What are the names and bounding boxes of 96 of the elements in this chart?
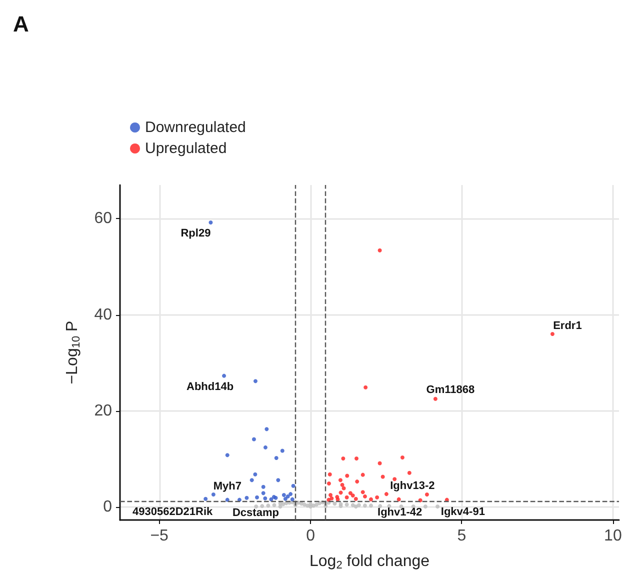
point xyxy=(253,379,258,384)
point xyxy=(211,492,216,497)
point xyxy=(266,504,270,508)
point xyxy=(348,491,352,496)
point xyxy=(550,332,554,336)
y-axis-title: −Log10 P xyxy=(64,320,82,384)
point xyxy=(252,437,256,442)
point xyxy=(308,502,313,506)
point xyxy=(286,494,290,498)
point xyxy=(278,504,282,509)
legend-label: Downregulated xyxy=(145,119,246,136)
annotation: Gm11868 xyxy=(426,384,475,396)
point xyxy=(291,484,296,488)
point xyxy=(364,385,368,390)
point xyxy=(250,478,254,482)
point xyxy=(280,448,284,453)
point xyxy=(362,504,367,508)
point xyxy=(208,220,213,224)
point xyxy=(255,495,259,500)
point xyxy=(362,494,367,498)
point xyxy=(288,492,293,496)
legend-label: Upregulated xyxy=(145,140,227,157)
x-tick-label: 5 xyxy=(457,528,466,544)
point xyxy=(272,503,276,508)
annotation: Abhd14b xyxy=(186,380,234,393)
point xyxy=(378,461,382,466)
point xyxy=(264,427,269,432)
point xyxy=(436,504,440,509)
x-tick-label: 0 xyxy=(306,528,316,544)
point xyxy=(269,497,274,502)
point xyxy=(360,490,365,494)
y-tick-label: 40 xyxy=(94,306,112,324)
point xyxy=(345,474,350,478)
point xyxy=(341,456,346,460)
point xyxy=(423,504,428,509)
x-tick-label: −5 xyxy=(150,528,169,544)
point xyxy=(384,492,388,496)
point xyxy=(336,497,340,502)
point xyxy=(332,502,337,506)
point xyxy=(396,497,401,502)
point xyxy=(314,502,319,507)
point xyxy=(274,456,278,460)
point xyxy=(380,474,385,479)
y-tick-label: 0 xyxy=(103,498,112,516)
y-tick-label: 60 xyxy=(94,210,112,228)
point xyxy=(253,472,258,476)
point xyxy=(222,374,226,378)
point xyxy=(261,491,266,496)
x-tick-label: 10 xyxy=(604,528,622,544)
point xyxy=(354,456,358,460)
point xyxy=(340,482,344,487)
point xyxy=(326,481,331,486)
y-tick-label: 20 xyxy=(94,402,112,420)
point xyxy=(400,456,404,460)
point xyxy=(328,472,332,476)
point xyxy=(244,496,249,500)
chart-title: A xyxy=(13,12,29,36)
point xyxy=(369,497,374,502)
point xyxy=(407,470,412,475)
point xyxy=(282,493,286,498)
point xyxy=(328,493,332,498)
point xyxy=(338,478,342,482)
point xyxy=(344,502,349,507)
point xyxy=(356,503,361,508)
point xyxy=(369,504,374,508)
annotation: 4930562D21Rik xyxy=(132,506,214,518)
point xyxy=(204,496,208,501)
point xyxy=(276,478,280,482)
point xyxy=(263,445,268,450)
point xyxy=(344,495,349,500)
point xyxy=(290,497,294,502)
point xyxy=(283,496,288,501)
annotation: Ighv13-2 xyxy=(390,480,435,492)
point xyxy=(354,496,358,501)
point xyxy=(375,495,380,500)
point xyxy=(342,486,346,490)
point xyxy=(424,492,429,497)
annotation: Rpl29 xyxy=(180,227,211,240)
annotation: Ighv1-42 xyxy=(378,506,422,518)
point xyxy=(355,480,360,484)
point xyxy=(225,453,230,458)
annotation: Igkv4-91 xyxy=(440,506,485,518)
point xyxy=(350,493,355,498)
point xyxy=(225,498,230,502)
point xyxy=(326,498,331,502)
point xyxy=(360,472,365,477)
point xyxy=(433,396,438,401)
point xyxy=(263,496,268,500)
point xyxy=(338,490,343,495)
point xyxy=(261,484,266,489)
annotation: Erdr1 xyxy=(553,320,582,332)
point xyxy=(350,503,355,508)
annotation: Myh7 xyxy=(213,480,242,493)
point xyxy=(354,504,358,509)
point xyxy=(378,248,382,252)
annotation: Dcstamp xyxy=(232,506,280,519)
